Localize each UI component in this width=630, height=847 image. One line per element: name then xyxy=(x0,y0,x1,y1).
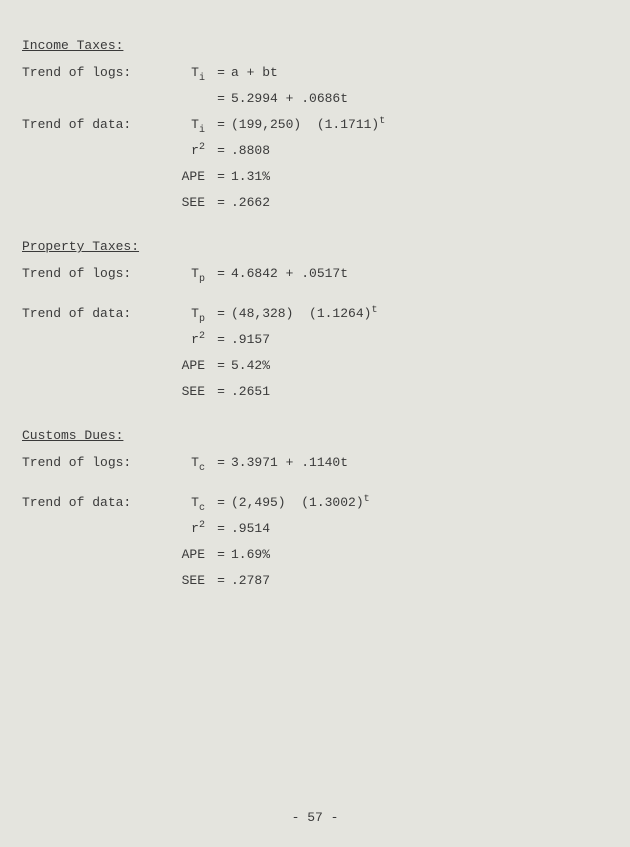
row-variable: Tp xyxy=(157,266,211,281)
equation-row: APE=1.69% xyxy=(22,547,608,565)
row-value: .2651 xyxy=(231,384,608,399)
equals-sign: = xyxy=(211,169,231,184)
row-value: 4.6842 + .0517t xyxy=(231,266,608,281)
row-variable: APE xyxy=(157,169,211,184)
equation-row: r2=.9157 xyxy=(22,332,608,350)
row-value: .2787 xyxy=(231,573,608,588)
equation-row: =5.2994 + .0686t xyxy=(22,91,608,109)
row-variable: Tc xyxy=(157,455,211,470)
row-value: a + bt xyxy=(231,65,608,80)
equation-row: SEE=.2651 xyxy=(22,384,608,402)
row-value: 5.2994 + .0686t xyxy=(231,91,608,106)
row-variable: r2 xyxy=(157,143,211,158)
equation-row: APE=1.31% xyxy=(22,169,608,187)
equals-sign: = xyxy=(211,195,231,210)
row-variable: SEE xyxy=(157,573,211,588)
equals-sign: = xyxy=(211,143,231,158)
section-title: Income Taxes: xyxy=(22,38,608,53)
equals-sign: = xyxy=(211,91,231,106)
equals-sign: = xyxy=(211,65,231,80)
equation-row: APE=5.42% xyxy=(22,358,608,376)
equals-sign: = xyxy=(211,266,231,281)
page-number: - 57 - xyxy=(0,810,630,825)
row-label: Trend of logs: xyxy=(22,65,157,80)
equals-sign: = xyxy=(211,521,231,536)
equation-row: Trend of data:Tp=(48,328) (1.1264)t xyxy=(22,306,608,324)
row-value: 1.31% xyxy=(231,169,608,184)
equals-sign: = xyxy=(211,547,231,562)
row-label: Trend of data: xyxy=(22,117,157,132)
row-variable: r2 xyxy=(157,521,211,536)
section-title: Customs Dues: xyxy=(22,428,608,443)
row-value: 3.3971 + .1140t xyxy=(231,455,608,470)
row-variable: APE xyxy=(157,547,211,562)
row-variable: r2 xyxy=(157,332,211,347)
row-value: .9514 xyxy=(231,521,608,536)
row-label: Trend of data: xyxy=(22,306,157,321)
row-value: .2662 xyxy=(231,195,608,210)
row-value: (2,495) (1.3002)t xyxy=(231,495,608,510)
row-variable: Ti xyxy=(157,65,211,80)
equation-row: Trend of data:Ti=(199,250) (1.1711)t xyxy=(22,117,608,135)
row-variable: Tc xyxy=(157,495,211,510)
row-variable: SEE xyxy=(157,384,211,399)
equation-row: r2=.8808 xyxy=(22,143,608,161)
equals-sign: = xyxy=(211,358,231,373)
equation-row: SEE=.2787 xyxy=(22,573,608,591)
equation-row: r2=.9514 xyxy=(22,521,608,539)
equation-row: Trend of logs:Tc=3.3971 + .1140t xyxy=(22,455,608,473)
row-value: (199,250) (1.1711)t xyxy=(231,117,608,132)
row-value: .8808 xyxy=(231,143,608,158)
row-label: Trend of logs: xyxy=(22,455,157,470)
equals-sign: = xyxy=(211,117,231,132)
equation-row: Trend of logs:Ti=a + bt xyxy=(22,65,608,83)
equals-sign: = xyxy=(211,573,231,588)
equation-row: Trend of logs:Tp=4.6842 + .0517t xyxy=(22,266,608,284)
equals-sign: = xyxy=(211,495,231,510)
equals-sign: = xyxy=(211,306,231,321)
equation-row: SEE=.2662 xyxy=(22,195,608,213)
row-value: .9157 xyxy=(231,332,608,347)
row-value: 1.69% xyxy=(231,547,608,562)
row-value: (48,328) (1.1264)t xyxy=(231,306,608,321)
equals-sign: = xyxy=(211,455,231,470)
row-variable: APE xyxy=(157,358,211,373)
row-label: Trend of data: xyxy=(22,495,157,510)
equals-sign: = xyxy=(211,332,231,347)
row-variable: SEE xyxy=(157,195,211,210)
row-variable: Ti xyxy=(157,117,211,132)
document-page: Income Taxes:Trend of logs:Ti=a + bt=5.2… xyxy=(0,0,630,607)
row-value: 5.42% xyxy=(231,358,608,373)
section-title: Property Taxes: xyxy=(22,239,608,254)
row-variable: Tp xyxy=(157,306,211,321)
row-label: Trend of logs: xyxy=(22,266,157,281)
equals-sign: = xyxy=(211,384,231,399)
equation-row: Trend of data:Tc=(2,495) (1.3002)t xyxy=(22,495,608,513)
